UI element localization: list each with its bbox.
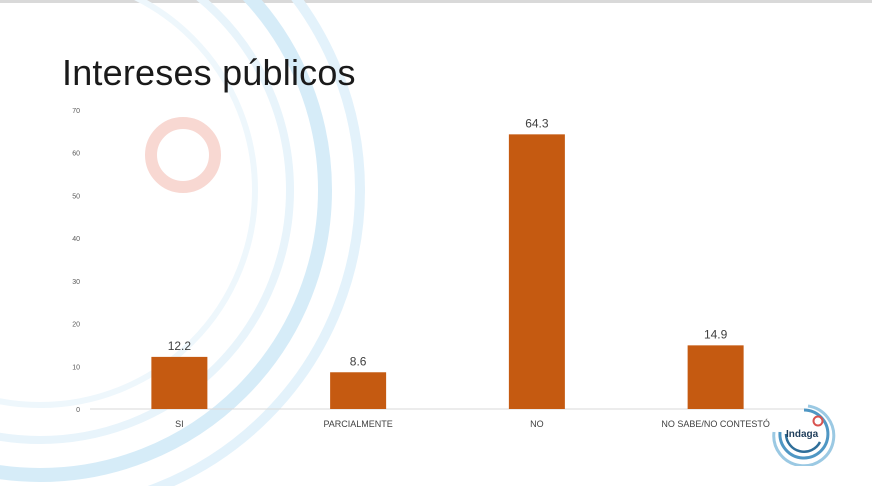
y-tick-label: 30 [72,279,80,286]
bars-group: 12.2 SI 8.6 PARCIALMENTE 64.3 NO 14.9 NO SABE/N… [151,116,770,429]
y-axis: 0 10 20 30 40 50 60 70 [72,108,80,414]
slide-title: Intereses públicos [62,52,356,93]
bar-value-label: 12.2 [168,339,192,353]
logo-text: Indaga [786,429,819,440]
bar-value-label: 14.9 [704,327,728,341]
y-tick-label: 20 [72,322,80,329]
y-tick-label: 40 [72,236,80,243]
bar [151,356,208,409]
bar [687,345,744,409]
logo-icon [772,404,836,468]
y-tick-label: 70 [72,108,80,115]
deco-ring-outer [147,0,365,486]
bar-value-label: 64.3 [525,116,549,130]
x-category-label: SI [175,419,184,429]
x-category-label: PARCIALMENTE [323,419,392,429]
y-tick-label: 0 [76,407,80,414]
y-tick-label: 10 [72,364,80,371]
bar [508,134,565,409]
deco-ring-small [0,0,258,408]
x-category-label: NO SABE/NO CONTESTÓ [661,419,770,429]
indaga-logo: Indaga [768,402,840,468]
top-border [0,0,872,3]
deco-ring-inner [0,0,294,444]
deco-red-ring [145,117,221,193]
y-tick-label: 50 [72,193,80,200]
bar-value-label: 8.6 [350,354,367,368]
x-category-label: NO [530,419,544,429]
deco-ring-mid [0,0,332,482]
bar [330,372,387,409]
y-tick-label: 60 [72,151,80,158]
